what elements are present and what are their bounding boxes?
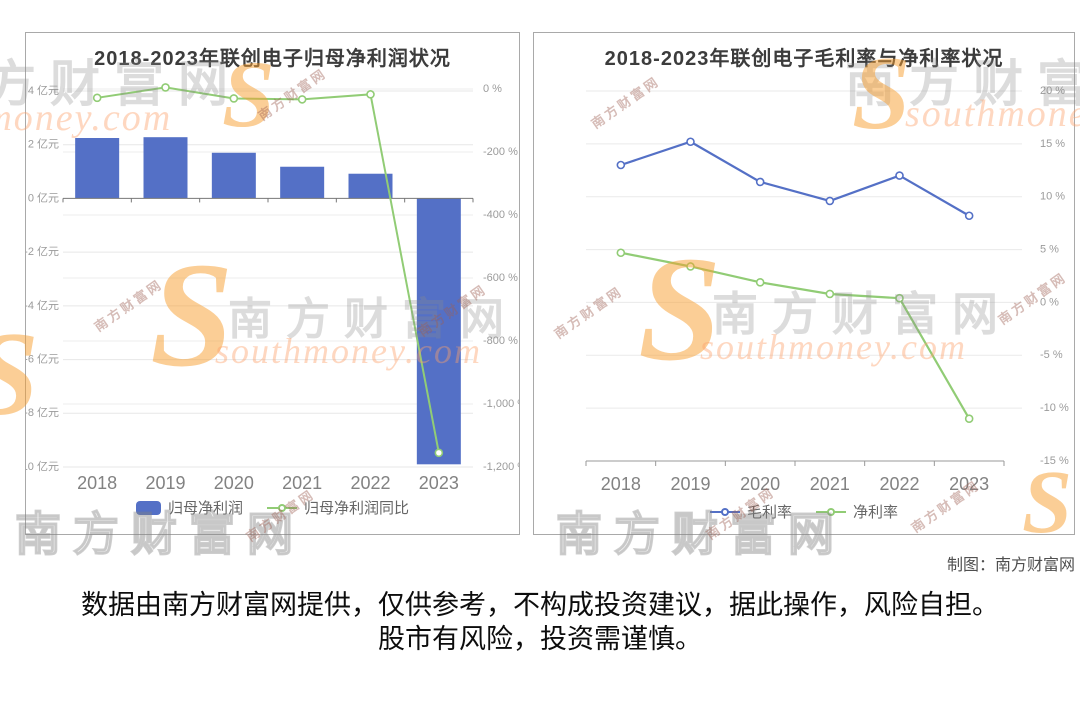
svg-text:2019: 2019 xyxy=(670,474,710,494)
svg-text:-1,000 %: -1,000 % xyxy=(483,398,519,410)
svg-text:-10 %: -10 % xyxy=(1040,402,1069,414)
svg-text:-6 亿元: -6 亿元 xyxy=(26,352,59,365)
chart-credit: 制图：南方财富网 xyxy=(946,557,1075,574)
svg-text:2023: 2023 xyxy=(419,473,459,493)
line-marker-icon xyxy=(709,507,740,516)
disclaimer-line-1: 数据由南方财富网提供，仅供参考，不构成投资建议，据此操作，风险自担。 xyxy=(81,590,999,620)
svg-text:20 %: 20 % xyxy=(1040,85,1065,97)
svg-text:2022: 2022 xyxy=(350,473,390,493)
net-profit-chart-title: 2018-2023年联创电子归母净利润状况 xyxy=(94,48,451,70)
svg-text:-2 亿元: -2 亿元 xyxy=(26,245,59,258)
svg-text:-800 %: -800 % xyxy=(483,335,518,347)
circle-marker-icon xyxy=(720,507,729,516)
legend-label: 归母净利润 xyxy=(167,500,243,517)
legend-item-net-margin: 净利率 xyxy=(816,501,898,522)
svg-text:-600 %: -600 % xyxy=(483,272,518,284)
legend-item-net-profit: 归母净利润 xyxy=(135,497,243,518)
legend-label: 净利率 xyxy=(853,504,899,521)
svg-text:2023: 2023 xyxy=(949,474,989,494)
svg-text:2019: 2019 xyxy=(145,473,185,493)
circle-marker-icon xyxy=(278,503,286,512)
svg-text:10 %: 10 % xyxy=(1040,191,1065,203)
legend-item-gross-margin: 毛利率 xyxy=(709,501,792,522)
circle-marker-icon xyxy=(827,507,835,516)
svg-text:-400 %: -400 % xyxy=(483,209,518,221)
svg-text:0 %: 0 % xyxy=(483,83,502,95)
svg-text:15 %: 15 % xyxy=(1040,138,1065,150)
margin-chart-card: 2018-2023年联创电子毛利率与净利率状况 20 % 15 % 10 % 5 % 0… xyxy=(533,32,1075,535)
svg-text:-4 亿元: -4 亿元 xyxy=(26,299,59,312)
net-profit-chart-card: 2018-2023年联创电子归母净利润状况 0 % -200 % -400 % -60… xyxy=(25,32,520,535)
svg-text:2021: 2021 xyxy=(282,473,322,493)
svg-text:-10 亿元: -10 亿元 xyxy=(26,460,59,473)
net-profit-chart-canvas: 0 % -200 % -400 % -600 % -800 % -1,000 % -1,20… xyxy=(26,83,519,493)
bar-swatch-icon xyxy=(135,500,161,515)
svg-text:4 亿元: 4 亿元 xyxy=(28,84,59,97)
svg-text:-8 亿元: -8 亿元 xyxy=(26,406,59,419)
legend-label: 毛利率 xyxy=(746,504,792,521)
svg-text:-200 %: -200 % xyxy=(483,146,518,158)
svg-text:-5 %: -5 % xyxy=(1040,349,1063,361)
disclaimer-line-2: 股市有风险，投资需谨慎。 xyxy=(378,624,702,654)
svg-text:2020: 2020 xyxy=(214,473,254,493)
svg-text:2018: 2018 xyxy=(601,474,641,494)
line-marker-icon xyxy=(816,507,846,516)
svg-text:0 亿元: 0 亿元 xyxy=(28,191,59,204)
svg-text:2021: 2021 xyxy=(810,474,850,494)
net-profit-legend: 归母净利润 归母净利润同比 xyxy=(26,497,519,518)
margin-chart-title: 2018-2023年联创电子毛利率与净利率状况 xyxy=(604,48,1004,70)
margin-chart-canvas: 20 % 15 % 10 % 5 % 0 % -5 % -10 % -15 % 2018 2019… xyxy=(585,85,1069,494)
svg-text:-1,200 %: -1,200 % xyxy=(483,461,519,473)
svg-text:2022: 2022 xyxy=(879,474,919,494)
legend-label: 归母净利润同比 xyxy=(304,500,410,517)
svg-text:2018: 2018 xyxy=(77,473,117,493)
line-marker-icon xyxy=(267,503,297,512)
svg-text:5 %: 5 % xyxy=(1040,243,1059,255)
svg-text:-15 %: -15 % xyxy=(1040,455,1069,467)
svg-text:0 %: 0 % xyxy=(1040,296,1059,308)
legend-item-net-profit-yoy: 归母净利润同比 xyxy=(267,497,409,518)
svg-text:2020: 2020 xyxy=(740,474,780,494)
svg-text:2 亿元: 2 亿元 xyxy=(28,138,59,151)
margin-legend: 毛利率 净利率 xyxy=(534,501,1074,522)
